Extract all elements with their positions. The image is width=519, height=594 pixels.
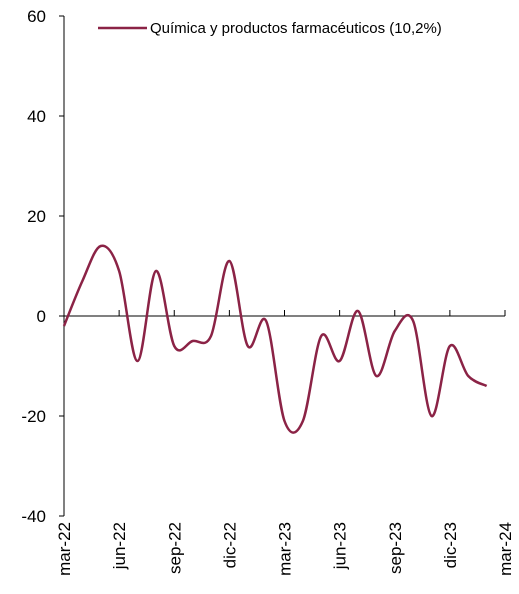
x-tick-label: jun-23	[331, 522, 350, 570]
y-tick-label: 0	[37, 307, 46, 326]
x-tick-label: jun-22	[110, 522, 129, 570]
y-tick-label: 40	[27, 107, 46, 126]
x-tick-label: sep-23	[386, 522, 405, 574]
x-tick-label: sep-22	[165, 522, 184, 574]
series-line-quimica	[62, 244, 488, 434]
x-ticks: mar-22 jun-22 sep-22 dic-22 mar-23 jun-23 sep-…	[55, 310, 515, 576]
axes	[63, 16, 505, 516]
x-tick-label: dic-23	[441, 522, 460, 568]
y-tick-label: -20	[21, 407, 46, 426]
x-tick-label: mar-23	[276, 522, 295, 576]
x-tick-label: dic-22	[220, 522, 239, 568]
y-ticks: 60 40 20 0 -20 -40	[21, 7, 64, 526]
y-tick-label: 20	[27, 207, 46, 226]
legend-label: Química y productos farmacéuticos (10,2%…	[150, 20, 442, 37]
x-tick-label: mar-22	[55, 522, 74, 576]
y-tick-label: 60	[27, 7, 46, 26]
y-tick-label: -40	[21, 507, 46, 526]
x-tick-label: mar-24	[496, 522, 515, 576]
legend: Química y productos farmacéuticos (10,2%…	[98, 20, 442, 37]
series-layer	[62, 244, 488, 434]
